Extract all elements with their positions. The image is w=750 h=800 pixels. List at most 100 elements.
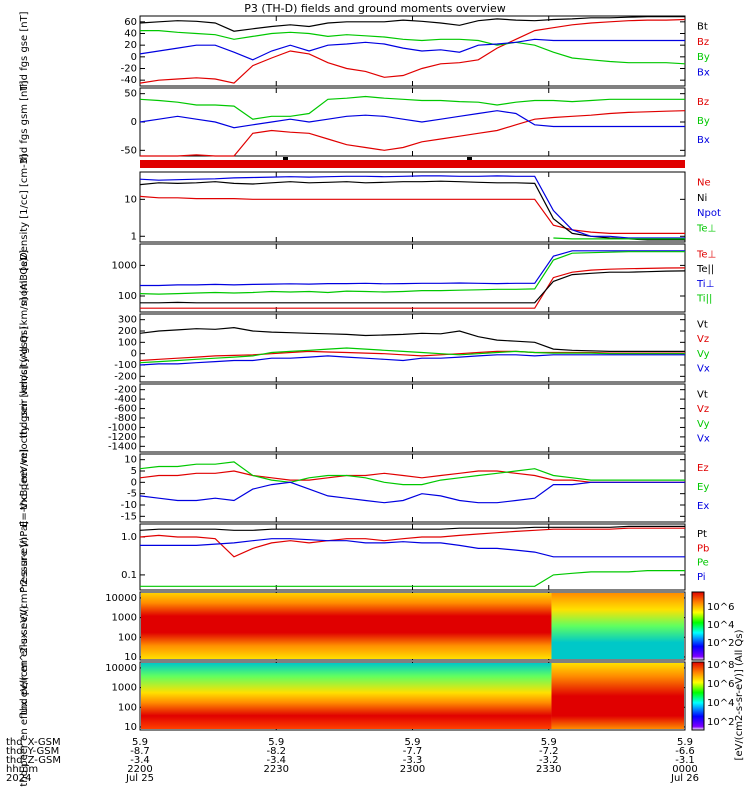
legend-entry: Pi <box>697 572 706 583</box>
series-line-Ti⊥ <box>140 250 685 287</box>
legend-entry: Ti⊥ <box>696 279 714 290</box>
series-line-Ne <box>139 195 685 234</box>
legend-entry: Te|| <box>696 264 714 275</box>
series-line-Pi <box>140 538 685 558</box>
y-tick-label: 10 <box>124 722 137 733</box>
y-tick-label: -200 <box>114 385 137 396</box>
y-tick-label: 10 <box>124 194 137 205</box>
x-tick-label: 5.9 <box>541 737 557 748</box>
spectrogram-before <box>141 663 552 729</box>
y-tick-label: 300 <box>118 315 137 326</box>
y-tick-label: -5 <box>127 489 137 500</box>
x-tick-label: 2330 <box>536 764 561 775</box>
panel-p4: mom3 [eV] 1000 100 Te⊥ Te|| Ti⊥ Ti|| <box>19 243 716 313</box>
legend-entry: Pt <box>697 529 707 540</box>
x-tick-label: -6.6 <box>675 746 695 757</box>
series-line-Bz <box>139 18 686 84</box>
series-line-Ex <box>139 481 685 504</box>
x-tick-label: 5.9 <box>405 737 421 748</box>
mode-marker <box>467 157 472 160</box>
legend-entry: Vy <box>697 349 710 360</box>
colorbar-label: [eV/(cm2-s-sr-eV)] (All Qs) <box>734 629 745 760</box>
y-tick-label: 60 <box>124 17 137 28</box>
y-tick-label: 1000 <box>112 260 137 271</box>
panel-p3: Density [1/cc] [cm-3] 10 1 Ne Ni Npot Te⊥ <box>19 154 721 260</box>
y-tick-label: 1.0 <box>121 532 137 543</box>
series-line-Vx <box>139 354 685 366</box>
y-tick-label: 0 <box>131 52 137 63</box>
x-row-label: 2024 <box>6 773 31 784</box>
legend-entry: Pe <box>697 558 709 569</box>
y-tick-label: -20 <box>121 64 137 75</box>
x-row-label: thd_Y-GSM <box>6 746 59 757</box>
y-tick-label: 100 <box>118 337 137 348</box>
x-tick-label: -3.1 <box>675 755 695 766</box>
y-tick-label: 10000 <box>105 593 137 604</box>
y-tick-label: -1000 <box>108 422 137 433</box>
series-line-Pb <box>139 527 685 558</box>
series-line-Vy <box>139 347 685 364</box>
x-tick-label: -8.2 <box>266 746 286 757</box>
x-tick-label: Jul 26 <box>670 773 699 784</box>
y-tick-label: 0 <box>131 117 137 128</box>
x-tick-label: 5.9 <box>132 737 148 748</box>
y-axis-label: thd peir en eflux eV/(cm^2-s-sr-eV) <box>19 537 30 715</box>
colorbar-tick-label: 10^4 <box>707 620 734 631</box>
y-tick-label: -1400 <box>108 441 137 452</box>
x-tick-label: 5.9 <box>677 737 693 748</box>
y-axis-label: thd peer velocity gsm [km/s] (All Qs) <box>19 326 30 510</box>
y-axis-label: thd fgs gse [nT] <box>19 11 30 90</box>
y-axis-label: Density [1/cc] [cm-3] <box>19 154 30 260</box>
y-tick-label: 1000 <box>112 613 137 624</box>
colorbar-bottom <box>691 661 705 731</box>
colorbar-tick-label: 10^8 <box>707 660 734 671</box>
legend-entry: Ni <box>697 193 707 204</box>
x-tick-label: 0000 <box>672 764 697 775</box>
legend-entry: By <box>697 52 710 63</box>
mode-bar <box>140 160 685 168</box>
legend-entry: Vt <box>697 319 708 330</box>
panel-frame <box>139 383 686 453</box>
series-line-Ni <box>139 180 685 241</box>
series-line-Pe <box>140 570 685 587</box>
y-tick-label: 20 <box>124 40 137 51</box>
x-tick-label: 5.9 <box>268 737 284 748</box>
x-tick-label: -3.2 <box>539 755 559 766</box>
y-tick-label: -10 <box>121 500 137 511</box>
spectrogram-after <box>551 663 684 729</box>
y-tick-label: -1200 <box>108 432 137 443</box>
y-tick-label: 100 <box>118 632 137 643</box>
legend-entry: Vy <box>697 419 710 430</box>
x-row-label: thd_X-GSM <box>6 737 61 748</box>
x-tick-label: 2300 <box>400 764 425 775</box>
x-tick-label: -3.3 <box>403 755 423 766</box>
panel-frame <box>139 453 686 523</box>
y-tick-label: 100 <box>118 702 137 713</box>
panel-frame <box>139 87 686 157</box>
y-tick-label: 5 <box>131 466 137 477</box>
series-line-By <box>139 95 685 120</box>
series-line-Bx <box>139 38 685 61</box>
y-axis-label: thd peer en eflux eV/(cm^2-s-sr-eV) <box>19 605 30 786</box>
chart-title: P3 (TH-D) fields and ground moments over… <box>244 2 506 15</box>
series-line-Te|| <box>140 270 686 304</box>
legend-entry: Bt <box>697 22 708 33</box>
x-tick-label: -3.4 <box>266 755 286 766</box>
legend-entry: Vz <box>697 334 709 345</box>
y-axis-label: thd peir velocity gsm [km/s] (All Qs) <box>19 258 30 439</box>
panel-frame <box>139 243 686 313</box>
series-line-Npot <box>139 175 685 239</box>
x-tick-label: 2230 <box>264 764 289 775</box>
x-tick-label: -3.4 <box>130 755 150 766</box>
y-tick-label: 100 <box>118 291 137 302</box>
legend-entry: Vt <box>697 389 708 400</box>
legend-entry: Bx <box>697 135 710 146</box>
legend-entry: Vx <box>697 434 710 445</box>
colorbar-tick-label: 10^6 <box>707 679 734 690</box>
panel-p6: thd peer velocity gsm [km/s] (All Qs) -20… <box>19 326 710 510</box>
legend-entry: Bz <box>697 37 709 48</box>
y-tick-label: -15 <box>121 511 137 522</box>
